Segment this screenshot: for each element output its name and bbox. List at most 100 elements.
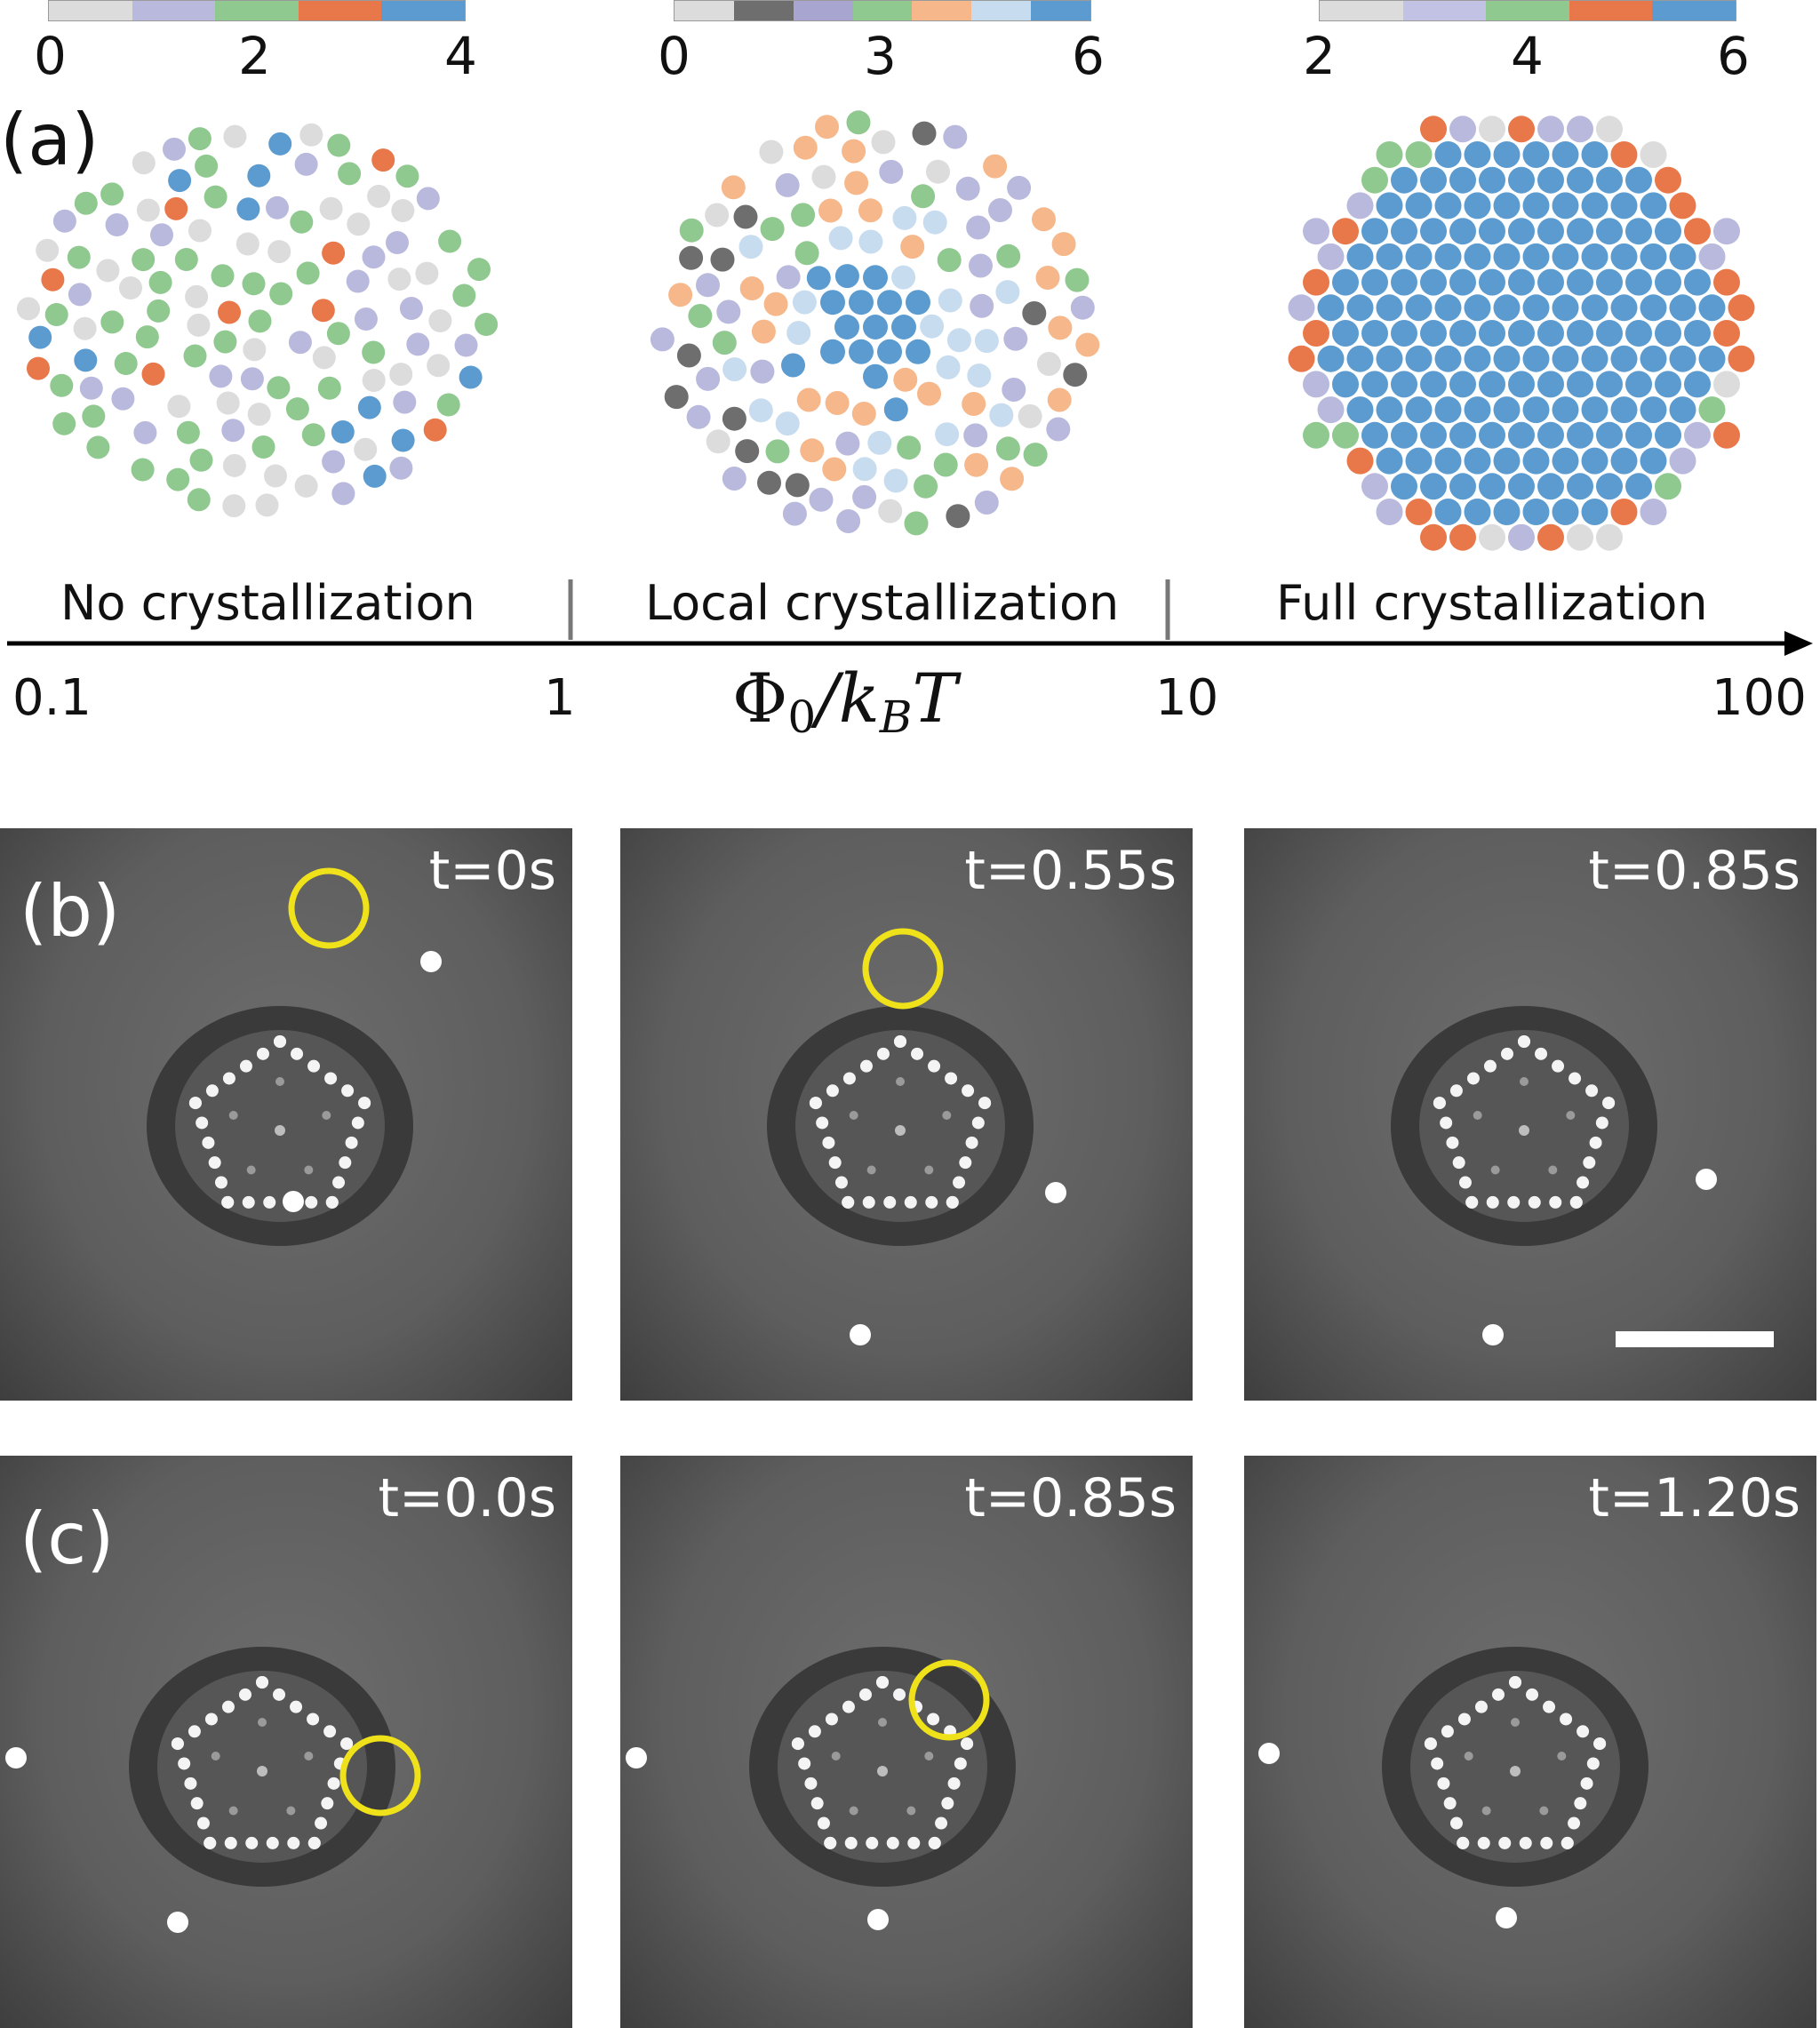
particle [1479, 371, 1505, 398]
particle [1391, 166, 1417, 194]
particle [268, 132, 292, 156]
bead [1583, 1156, 1596, 1170]
particle [1610, 396, 1638, 424]
axis-label: Φ0/kBT [732, 665, 957, 740]
particle [1449, 116, 1476, 143]
colorbar-swatch [381, 1, 465, 20]
particle [706, 429, 730, 454]
particle [294, 152, 318, 176]
free-particle [867, 1909, 889, 1930]
particle [387, 267, 411, 291]
colorbar-3-tick-1: 4 [1511, 26, 1544, 86]
particle [937, 248, 962, 273]
particle [1698, 243, 1726, 270]
particle [1522, 243, 1550, 270]
micrograph-b-1: (b) t=0s [0, 828, 572, 1401]
particle [1449, 218, 1476, 245]
particle [1464, 396, 1491, 424]
particle [216, 391, 240, 415]
particle [1464, 345, 1491, 372]
bead [791, 1737, 804, 1751]
particle [1640, 345, 1667, 372]
particle [1581, 243, 1608, 270]
particle [722, 406, 746, 431]
particle [148, 270, 172, 294]
particle [822, 457, 847, 482]
bead [883, 1195, 897, 1209]
particle [1361, 421, 1388, 449]
particle [946, 328, 971, 353]
particle [211, 264, 235, 288]
particle [1036, 352, 1061, 376]
particle [1596, 523, 1623, 551]
particle [1449, 421, 1476, 449]
particle [28, 325, 52, 349]
particle [267, 240, 291, 264]
particle [879, 159, 904, 184]
particle [243, 338, 267, 362]
particle [1522, 499, 1550, 525]
particle [301, 423, 325, 447]
particle [354, 307, 378, 331]
bead [202, 1136, 215, 1149]
free-particle [1496, 1907, 1517, 1928]
inner-bead [942, 1111, 952, 1121]
particle [943, 124, 968, 149]
colorbar-swatch [675, 1, 734, 20]
axis-label-sub-b: B [879, 691, 913, 743]
bead [1483, 1059, 1497, 1073]
free-particle [420, 951, 442, 972]
particle [1669, 294, 1696, 322]
particle [1332, 421, 1359, 449]
particle [1051, 232, 1076, 257]
particle [1552, 243, 1579, 270]
particle [794, 241, 819, 266]
particle [1420, 116, 1447, 143]
particle [248, 309, 272, 333]
particle [775, 411, 800, 436]
particle [806, 266, 831, 291]
bead [1568, 1816, 1581, 1830]
highlight-circle [339, 1735, 421, 1816]
particle [1303, 421, 1329, 449]
particle [235, 232, 259, 256]
colorbar-swatch [49, 1, 132, 20]
particle [1047, 387, 1072, 412]
particle [251, 435, 275, 459]
bead [1500, 1047, 1513, 1060]
particle [710, 247, 735, 272]
particle [1596, 268, 1623, 296]
inner-bead [1464, 1752, 1473, 1761]
inner-bead [896, 1077, 905, 1086]
particle [1581, 447, 1608, 475]
particle [1361, 320, 1388, 347]
bead [907, 1836, 921, 1849]
inner-bead [866, 1165, 876, 1175]
particle [891, 265, 916, 290]
particle [312, 346, 336, 370]
particle [1070, 295, 1095, 320]
particle [362, 340, 386, 364]
particle [247, 164, 271, 188]
particle [223, 124, 247, 148]
bead [1526, 1688, 1539, 1701]
bead [273, 1688, 286, 1701]
particle [167, 395, 191, 419]
particle [688, 304, 713, 328]
particle [1063, 363, 1088, 387]
particle [757, 470, 781, 495]
particle [362, 369, 386, 392]
free-particle [5, 1747, 27, 1769]
colorbar-swatch [132, 1, 216, 20]
particle [917, 381, 941, 406]
particle [834, 264, 859, 289]
particle [1420, 166, 1447, 194]
particle [322, 450, 346, 474]
bead [171, 1737, 184, 1751]
particle [664, 385, 689, 410]
particle [1625, 473, 1652, 500]
particle [176, 420, 200, 444]
particle [132, 151, 156, 175]
particle [1449, 320, 1476, 347]
particle [1640, 141, 1667, 168]
